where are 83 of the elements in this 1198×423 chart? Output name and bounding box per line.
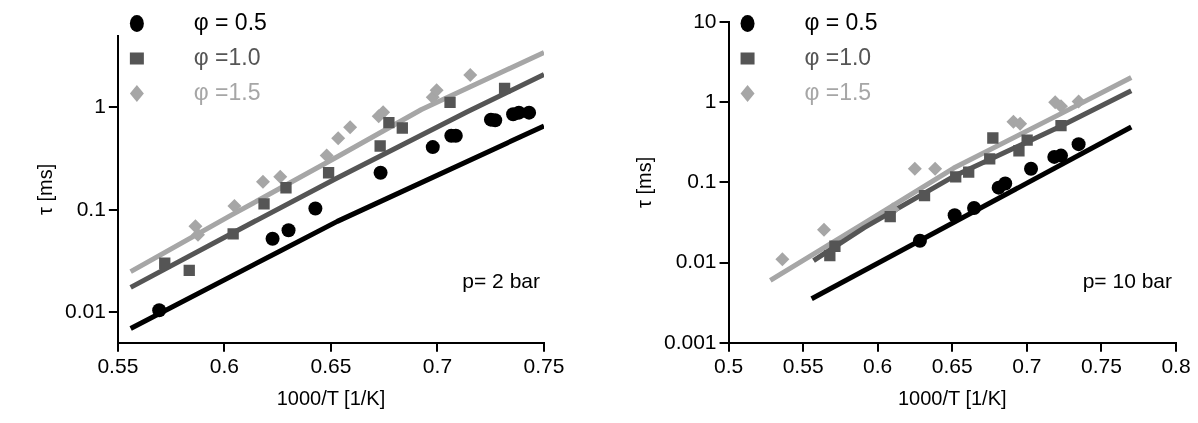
legend-label: φ =1.5 xyxy=(155,78,261,105)
point xyxy=(987,132,999,144)
x-tick-label: 0.7 xyxy=(422,354,453,378)
point xyxy=(374,140,386,152)
point xyxy=(907,161,922,176)
legend-label: φ = 0.5 xyxy=(766,8,878,35)
point xyxy=(396,122,408,134)
point xyxy=(817,222,832,237)
x-axis-title: 1000/T [1/K] xyxy=(276,386,386,409)
legend-label: φ =1.0 xyxy=(155,43,261,70)
point xyxy=(884,210,896,223)
point xyxy=(498,82,511,94)
point xyxy=(376,105,391,120)
point xyxy=(265,231,280,246)
point xyxy=(273,169,288,184)
point xyxy=(829,240,841,252)
point xyxy=(967,200,982,215)
point xyxy=(775,252,790,267)
point xyxy=(522,105,537,120)
point xyxy=(918,189,931,202)
point xyxy=(383,117,395,129)
x-tick-label: 0.7 xyxy=(1012,354,1042,378)
point xyxy=(227,228,239,240)
x-tick-label: 0.75 xyxy=(1080,354,1122,378)
point xyxy=(947,208,962,223)
point xyxy=(950,171,962,183)
point xyxy=(998,176,1013,191)
point xyxy=(463,67,478,82)
y-tick-label: 0.1 xyxy=(76,196,106,220)
y-tick-label: 1 xyxy=(94,94,106,118)
point xyxy=(1054,99,1069,114)
point xyxy=(373,165,388,180)
y-tick-label: 0.01 xyxy=(65,298,106,322)
y-tick-label: 10 xyxy=(693,8,717,32)
legend-label: φ =1.0 xyxy=(766,43,872,70)
x-tick-label: 0.75 xyxy=(523,354,565,378)
point xyxy=(1071,94,1086,109)
y-axis-title: τ [ms] xyxy=(33,163,56,216)
point xyxy=(1024,161,1039,176)
y-tick-label: 0.1 xyxy=(687,169,717,193)
x-tick-label: 0.6 xyxy=(863,354,893,378)
point xyxy=(928,161,943,176)
y-tick-label: 1 xyxy=(704,89,717,112)
point xyxy=(343,120,358,135)
point xyxy=(963,166,975,178)
point xyxy=(425,140,440,155)
point xyxy=(258,198,270,210)
x-tick-label: 0.8 xyxy=(1161,354,1191,378)
point xyxy=(255,174,270,189)
x-tick-label: 0.65 xyxy=(310,354,352,378)
x-tick-label: 0.55 xyxy=(97,354,139,378)
point xyxy=(281,223,296,238)
annotation: p= 10 bar xyxy=(1082,269,1172,293)
point xyxy=(1021,134,1033,146)
y-tick-label: 0.001 xyxy=(663,329,717,353)
x-tick-label: 0.5 xyxy=(713,354,744,378)
point xyxy=(912,233,927,248)
y-axis-title: τ [ms] xyxy=(632,156,655,209)
point xyxy=(190,227,205,242)
point xyxy=(1054,148,1069,163)
x-axis-title: 1000/T [1/K] xyxy=(897,386,1007,409)
point xyxy=(152,303,167,318)
point xyxy=(319,148,334,163)
point xyxy=(227,198,242,213)
point xyxy=(331,131,346,146)
point xyxy=(1013,145,1025,157)
point xyxy=(322,167,335,179)
point xyxy=(308,201,323,216)
point xyxy=(159,257,171,269)
legend-label: φ = 0.5 xyxy=(155,8,267,35)
point xyxy=(280,182,292,194)
point xyxy=(183,264,195,277)
point xyxy=(429,83,444,98)
legend-label: φ =1.5 xyxy=(766,78,872,105)
point xyxy=(984,153,996,165)
x-tick-label: 0.6 xyxy=(209,354,240,378)
y-tick-label: 0.01 xyxy=(675,249,717,273)
x-tick-label: 0.55 xyxy=(782,354,824,378)
point xyxy=(1071,137,1086,152)
point xyxy=(1055,120,1067,132)
x-tick-label: 0.65 xyxy=(931,354,973,378)
annotation: p= 2 bar xyxy=(462,269,540,293)
point xyxy=(444,96,456,109)
